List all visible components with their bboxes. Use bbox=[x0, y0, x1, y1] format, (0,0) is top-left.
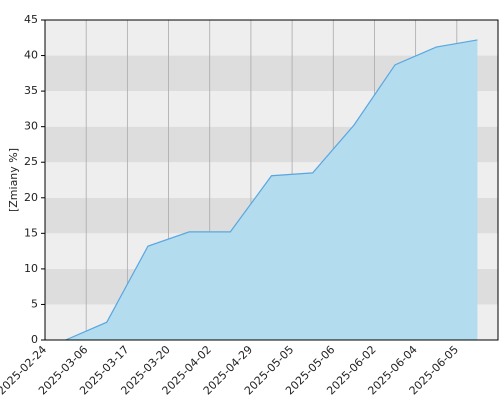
y-tick-label: 25 bbox=[24, 155, 38, 168]
area bbox=[65, 39, 478, 341]
line bbox=[65, 39, 478, 341]
y-tick-label: 0 bbox=[31, 333, 38, 346]
y-tick-label: 45 bbox=[24, 13, 38, 26]
y-tick-label: 30 bbox=[24, 120, 38, 133]
y-tick-label: 35 bbox=[24, 84, 38, 97]
y-tick-label: 40 bbox=[24, 49, 38, 62]
plot-frame bbox=[44, 19, 499, 341]
y-tick-label: 10 bbox=[24, 262, 38, 275]
y-tick-label: 20 bbox=[24, 191, 38, 204]
y-tick-label: 5 bbox=[31, 297, 38, 310]
y-axis-label: [Zmiany %] bbox=[7, 148, 20, 212]
grid-band bbox=[45, 20, 498, 56]
y-tick-label: 15 bbox=[24, 226, 38, 239]
